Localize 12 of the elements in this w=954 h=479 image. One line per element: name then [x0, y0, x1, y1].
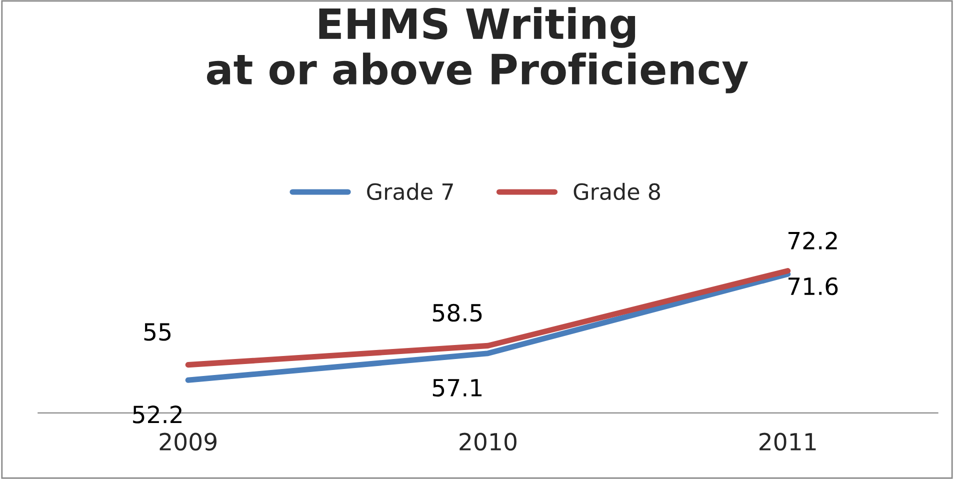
data-label: 57.1	[432, 379, 482, 397]
x-tick-label: 2009	[160, 432, 216, 451]
data-label: 58.5	[432, 304, 482, 322]
data-label: 72.2	[788, 232, 837, 250]
x-tick-label: 2011	[760, 432, 816, 451]
legend-label: Grade 7	[367, 182, 453, 200]
x-tick-label: 2010	[460, 432, 516, 451]
data-label: 71.6	[788, 277, 838, 296]
data-label: 55	[144, 323, 170, 341]
data-label: 52.2	[133, 406, 182, 424]
legend-label: Grade 8	[574, 182, 660, 200]
chart-title: EHMS Writing at or above Proficiency	[206, 7, 748, 94]
